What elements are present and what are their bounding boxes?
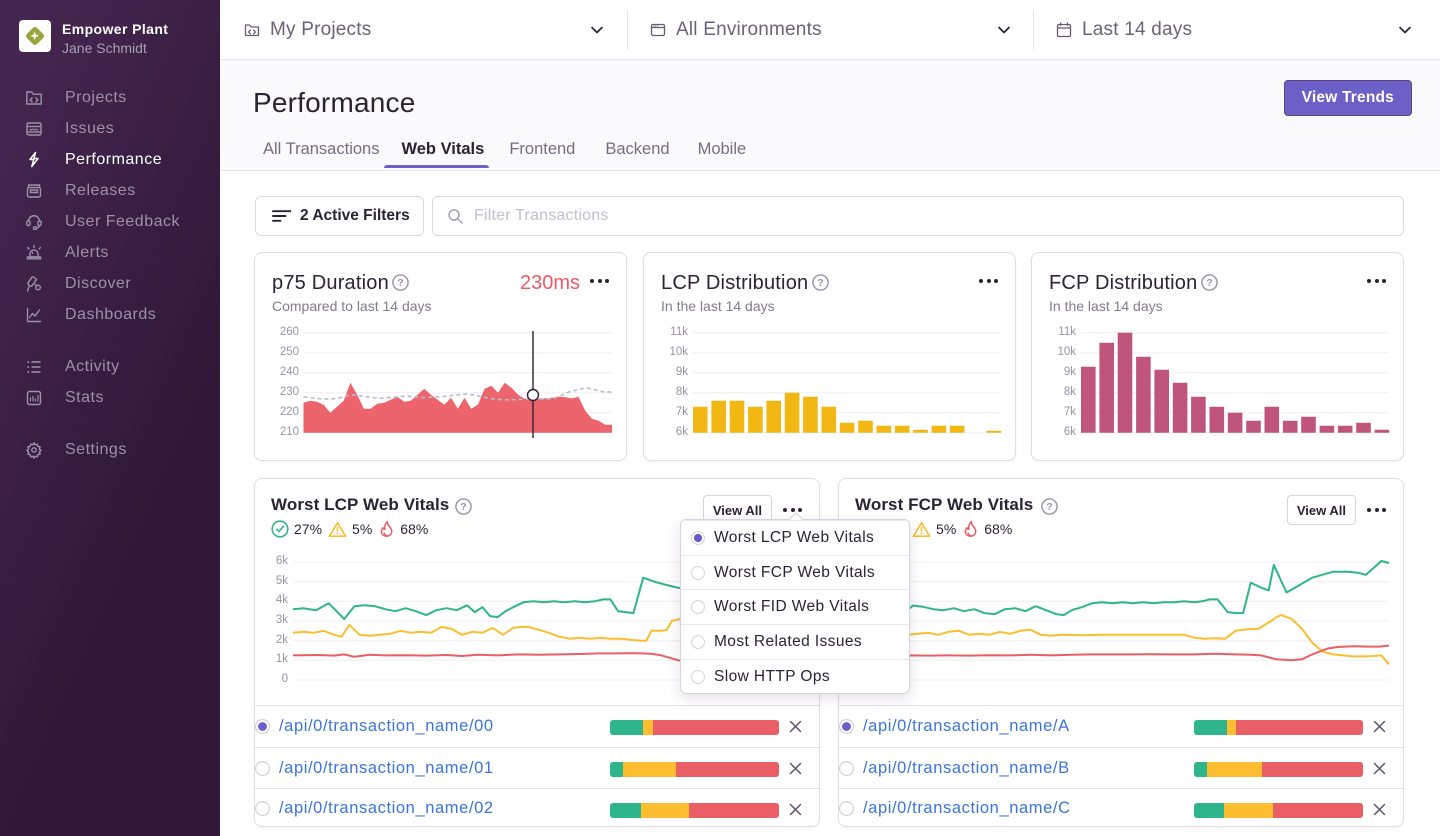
svg-text:?: ? (460, 501, 466, 513)
svg-text:?: ? (1206, 277, 1212, 289)
svg-text:?: ? (397, 277, 403, 289)
svg-text:?: ? (817, 277, 823, 289)
svg-text:?: ? (1046, 501, 1052, 513)
